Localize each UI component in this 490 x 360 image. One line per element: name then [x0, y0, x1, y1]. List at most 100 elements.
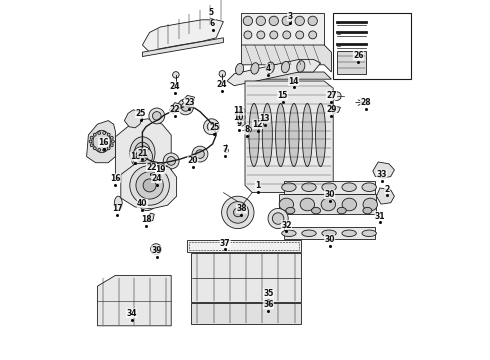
Text: 25: 25 [135, 109, 146, 118]
Ellipse shape [286, 207, 295, 214]
Ellipse shape [316, 104, 326, 166]
Ellipse shape [279, 198, 294, 211]
Circle shape [270, 31, 278, 39]
Polygon shape [170, 103, 181, 113]
Circle shape [268, 208, 288, 229]
Circle shape [263, 115, 269, 121]
Polygon shape [134, 152, 143, 158]
Text: 17: 17 [112, 204, 122, 213]
Text: 19: 19 [155, 165, 166, 174]
Text: 18: 18 [130, 152, 141, 161]
Ellipse shape [342, 230, 356, 237]
Text: 22: 22 [146, 163, 157, 172]
Ellipse shape [114, 196, 122, 211]
Polygon shape [242, 72, 331, 79]
Circle shape [283, 31, 291, 39]
Circle shape [257, 31, 265, 39]
Text: 3: 3 [287, 12, 293, 21]
Text: 9: 9 [236, 119, 242, 128]
Text: 30: 30 [324, 190, 335, 199]
Text: 34: 34 [126, 309, 137, 318]
Circle shape [143, 197, 152, 206]
Circle shape [224, 148, 228, 153]
Polygon shape [182, 95, 195, 106]
Polygon shape [373, 162, 394, 178]
Circle shape [308, 16, 318, 26]
Text: 13: 13 [260, 114, 270, 122]
Text: 27: 27 [326, 91, 337, 100]
Circle shape [227, 202, 248, 223]
Polygon shape [147, 213, 154, 222]
Ellipse shape [249, 104, 259, 166]
Ellipse shape [302, 230, 316, 237]
Circle shape [296, 31, 304, 39]
Text: 29: 29 [326, 105, 337, 114]
Text: 8: 8 [244, 125, 249, 134]
Polygon shape [376, 188, 394, 204]
Circle shape [90, 136, 93, 139]
Circle shape [269, 16, 278, 26]
Text: 2: 2 [385, 185, 390, 194]
Text: 7: 7 [222, 145, 228, 154]
Circle shape [163, 153, 179, 169]
Text: 4: 4 [266, 64, 271, 73]
Circle shape [204, 119, 220, 135]
Circle shape [143, 179, 156, 192]
Circle shape [130, 166, 170, 205]
Polygon shape [245, 81, 333, 193]
Polygon shape [121, 163, 176, 209]
Circle shape [256, 16, 266, 26]
Ellipse shape [289, 104, 299, 166]
Ellipse shape [134, 142, 150, 164]
Circle shape [89, 140, 92, 143]
Text: 20: 20 [188, 156, 198, 165]
Text: 26: 26 [353, 51, 364, 60]
Circle shape [93, 133, 96, 136]
Polygon shape [143, 38, 223, 57]
Text: 1: 1 [255, 181, 260, 190]
Circle shape [111, 140, 114, 143]
Ellipse shape [342, 198, 357, 211]
Circle shape [138, 193, 156, 211]
Ellipse shape [321, 198, 336, 211]
Bar [189, 242, 299, 250]
Circle shape [103, 131, 106, 134]
Text: 15: 15 [278, 91, 288, 100]
Circle shape [295, 16, 304, 26]
Polygon shape [227, 59, 320, 86]
Ellipse shape [302, 183, 316, 192]
Text: 40: 40 [137, 199, 147, 208]
Polygon shape [191, 253, 301, 302]
Circle shape [154, 247, 158, 251]
Ellipse shape [337, 207, 346, 214]
Text: 30: 30 [324, 235, 335, 244]
Ellipse shape [300, 198, 315, 211]
Ellipse shape [362, 230, 376, 237]
Circle shape [98, 149, 100, 152]
Ellipse shape [322, 230, 336, 237]
Ellipse shape [275, 104, 286, 166]
Text: 28: 28 [360, 98, 371, 107]
Circle shape [181, 103, 190, 111]
Polygon shape [116, 119, 171, 184]
Text: 23: 23 [184, 98, 195, 107]
Polygon shape [187, 240, 301, 252]
Polygon shape [284, 227, 374, 239]
Text: 24: 24 [217, 80, 227, 89]
Text: 36: 36 [263, 300, 273, 309]
Circle shape [151, 244, 162, 255]
Circle shape [93, 147, 96, 150]
Ellipse shape [236, 63, 244, 75]
Ellipse shape [282, 183, 296, 192]
Text: 22: 22 [170, 105, 180, 114]
Polygon shape [149, 161, 158, 171]
Circle shape [110, 136, 113, 139]
Ellipse shape [93, 130, 110, 153]
Circle shape [309, 31, 317, 39]
Circle shape [178, 99, 194, 115]
Circle shape [282, 16, 292, 26]
Circle shape [137, 147, 148, 159]
Circle shape [272, 213, 284, 224]
Text: 32: 32 [281, 220, 292, 230]
Ellipse shape [281, 61, 290, 73]
